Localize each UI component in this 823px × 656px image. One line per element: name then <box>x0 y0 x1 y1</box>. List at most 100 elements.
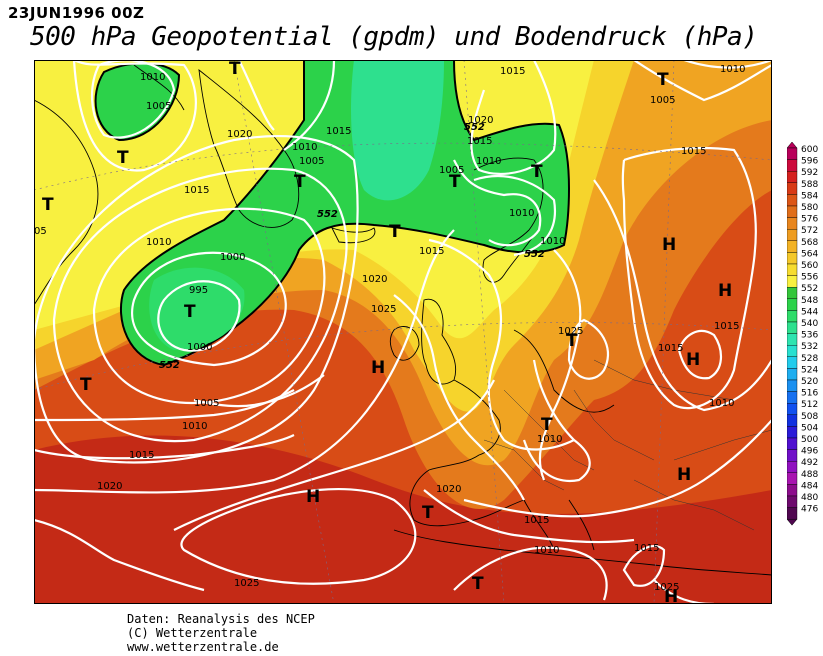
country-borders <box>483 359 772 531</box>
coastline-britain <box>421 298 457 385</box>
isobar-label: 1005 <box>439 165 464 176</box>
colorbar-swatch <box>787 217 798 230</box>
isobar-1015-africa <box>622 544 666 587</box>
colorbar-swatch <box>787 182 798 195</box>
isobar-label: 1005 <box>194 398 219 409</box>
border-3 <box>573 389 655 461</box>
isobar-1015-north <box>283 60 336 151</box>
isobar-1010-africa <box>453 546 608 601</box>
colorbar-swatch <box>787 356 798 369</box>
isobar-1015-russia <box>621 146 757 410</box>
low-pressure-marker: T <box>229 60 241 79</box>
colorbar-label: 504 <box>801 423 818 433</box>
coastline-greenland <box>198 68 300 228</box>
isobar-1005-scandinavia <box>473 175 557 257</box>
map-title: 500 hPa Geopotential (gpdm) und Bodendru… <box>30 22 758 52</box>
isobar-1020-north-east <box>470 60 557 175</box>
low-pressure-marker: T <box>541 415 553 435</box>
isobar-label: 1015 <box>184 185 209 196</box>
colorbar-swatch <box>787 391 798 404</box>
isobar-1015-east <box>538 249 582 481</box>
isobar-label: 1025 <box>371 304 396 315</box>
colorbar-swatch <box>787 403 798 416</box>
isobar-labels: 1010 1005 1020 1015 1010 1005 1015 1010 … <box>34 64 745 593</box>
isobar-label: 1005 <box>299 156 324 167</box>
high-pressure-marker: H <box>677 465 691 485</box>
geopotential-label: 552 <box>159 360 180 371</box>
isobar-label: 1015 <box>326 126 351 137</box>
graticule <box>34 60 772 604</box>
graticule-line-5 <box>653 60 675 604</box>
isobar-label: 1010 <box>509 208 534 219</box>
colorbar-swatch <box>787 437 798 450</box>
colorbar-swatch <box>787 159 798 172</box>
colorbar-swatch <box>787 472 798 485</box>
isobar-label: 1010 <box>720 64 745 75</box>
colorbar-swatch <box>787 461 798 474</box>
isobar-1020-iberia <box>423 489 635 544</box>
geopotential-label: 552 <box>464 122 485 133</box>
credits-copyright: (C) Wetterzentrale <box>127 626 258 640</box>
isobar-1005-west <box>92 207 326 405</box>
isobar-label: 1010 <box>537 434 562 445</box>
isobar-label: 1005 <box>650 95 675 106</box>
isobar-label: 1020 <box>468 115 493 126</box>
border-2 <box>483 439 565 491</box>
isobar-label: 1020 <box>97 481 122 492</box>
isobar-label: 1010 <box>709 398 734 409</box>
pressure-systems: T T T T T T T T T T T T T H H H H H H H … <box>42 60 732 604</box>
border-4 <box>633 479 755 531</box>
coastline-baltic <box>513 329 615 413</box>
colorbar-swatch <box>787 263 798 276</box>
coastline-italy <box>523 499 595 551</box>
isobars <box>34 60 772 604</box>
colorbar-swatch <box>787 194 798 207</box>
low-pressure-marker: T <box>389 222 401 242</box>
isobar-1000 <box>131 251 287 367</box>
colorbar-swatch <box>787 484 798 497</box>
weather-map-canvas: 1010 1005 1020 1015 1010 1005 1015 1010 … <box>34 60 772 604</box>
geopotential-band-544 <box>149 267 245 350</box>
colorbar-label: 512 <box>801 400 818 410</box>
colorbar-swatch <box>787 495 798 508</box>
colorbar-swatch <box>787 449 798 462</box>
isobar-1025-azores <box>180 488 417 585</box>
isobar-1020-north <box>238 60 275 131</box>
isobar-1010-north <box>72 60 197 172</box>
colorbar-swatches <box>787 142 798 526</box>
isobar-1015-south <box>34 434 295 460</box>
colorbar-swatch <box>787 252 798 265</box>
colorbar-label: 520 <box>801 377 818 387</box>
map-frame <box>34 60 772 604</box>
isobar-label: 1015 <box>500 66 525 77</box>
high-pressure-marker: H <box>662 235 676 255</box>
colorbar-label: 584 <box>801 191 818 201</box>
colorbar-swatch <box>787 228 798 241</box>
colorbar-label: 592 <box>801 168 818 178</box>
isobar-1010-north-east <box>683 60 772 69</box>
isobar-1020-south <box>34 518 205 592</box>
isobar-label: 1015 <box>524 515 549 526</box>
high-pressure-marker: H <box>686 350 700 370</box>
isobar-995 <box>157 280 241 352</box>
geopotential-labels: 552 552 552 552 552 <box>159 122 545 371</box>
isobar-label: 1000 <box>220 252 245 263</box>
credits-source: Daten: Reanalysis des NCEP <box>127 612 315 626</box>
isobar-label: 1010 <box>292 142 317 153</box>
low-pressure-marker: T <box>42 195 54 215</box>
graticule-line-4 <box>463 60 505 604</box>
colorbar-swatch <box>787 426 798 439</box>
colorbar-swatch <box>787 414 798 427</box>
isobar-label: 1010 <box>146 237 171 248</box>
isobar-1015-small <box>677 329 722 380</box>
isobar-label: 1015 <box>658 343 683 354</box>
colorbar-label: 492 <box>801 458 818 468</box>
colorbar-label: 540 <box>801 319 818 329</box>
isobar-label: 1015 <box>634 543 659 554</box>
isobar-1015-west <box>34 134 359 464</box>
isobar-1025-poland <box>567 318 609 380</box>
geopotential-label: 552 <box>317 209 338 220</box>
colorbar-swatch <box>787 240 798 253</box>
colorbar-swatch <box>787 321 798 334</box>
